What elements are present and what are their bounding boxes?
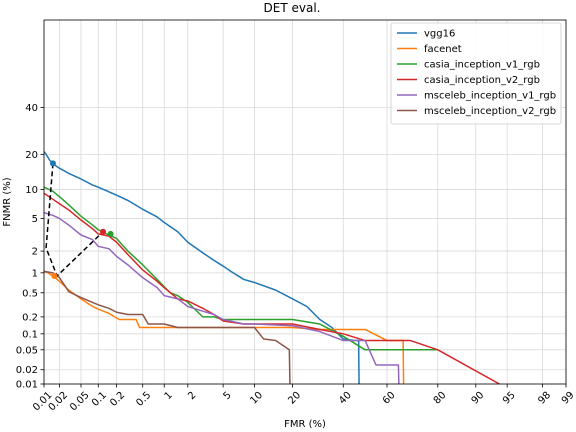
x-tick-label: 90 [470, 390, 487, 407]
series-line-3 [43, 192, 500, 385]
x-tick-label: 10 [248, 390, 265, 407]
x-tick-label: 0.5 [134, 390, 153, 409]
operating-point-marker-2 [107, 230, 114, 237]
y-tick-label: 5 [32, 214, 38, 225]
y-tick-label: 20 [25, 150, 38, 161]
y-axis-label: FNMR (%) [2, 177, 13, 226]
y-tick-label: 0.2 [22, 312, 38, 323]
y-tick-label: 0.5 [22, 288, 38, 299]
x-tick-label: 80 [432, 390, 449, 407]
y-tick-label: 1 [32, 268, 38, 279]
legend-label-1: facenet [424, 44, 462, 55]
plot-area-frame [43, 19, 567, 385]
chart-title: DET eval. [264, 1, 321, 15]
x-tick-label: 99 [560, 390, 576, 407]
legend-label-4: msceleb_inception_v1_rgb [424, 91, 556, 102]
y-tick-label: 0.05 [16, 345, 38, 356]
y-tick-label: 40 [25, 103, 38, 114]
x-tick-label: 0.1 [90, 390, 109, 409]
x-tick-label: 2 [186, 390, 198, 402]
x-tick-label: 20 [286, 390, 303, 407]
series-line-4 [43, 211, 400, 385]
legend-label-3: casia_inception_v2_rgb [424, 75, 540, 86]
x-tick-label: 0.05 [68, 390, 92, 414]
legend-label-2: casia_inception_v1_rgb [424, 60, 540, 71]
operating-point-marker-0 [49, 160, 56, 167]
series-line-2 [43, 186, 438, 351]
x-axis-label: FMR (%) [284, 419, 326, 430]
operating-point-marker-3 [100, 228, 107, 235]
x-tick-label: 95 [501, 390, 518, 407]
dashed-operating-path [45, 163, 111, 278]
series-line-5 [43, 270, 291, 385]
x-tick-label: 40 [337, 390, 354, 407]
operating-point-marker-1 [51, 272, 58, 279]
legend: vgg16 facenet casia_inception_v1_rgb casia_… [390, 22, 562, 125]
x-tick-label: 1 [163, 390, 175, 402]
x-axis-ticks: 0.010.020.050.1 0.2 0.5 1 2 5 10 20 40 60 80 90 95 98… [31, 384, 576, 413]
legend-label-0: vgg16 [424, 29, 455, 40]
y-tick-label: 2 [32, 247, 38, 258]
y-tick-label: 0.02 [16, 365, 38, 376]
x-tick-label: 0.2 [108, 390, 127, 409]
grid [43, 20, 567, 385]
y-tick-label: 0.01 [16, 380, 38, 391]
x-tick-label: 98 [536, 390, 553, 407]
series-lines [43, 151, 500, 385]
legend-label-5: msceleb_inception_v2_rgb [424, 106, 556, 117]
series-line-0 [43, 151, 360, 385]
y-tick-label: 0.1 [22, 329, 38, 340]
y-tick-label: 10 [25, 185, 38, 196]
x-tick-label: 5 [221, 390, 233, 402]
annotations [45, 160, 114, 279]
y-axis-ticks: 0.01 0.02 0.05 0.1 0.2 0.5 1 2 5 10 20 40 [16, 103, 44, 391]
legend-box [390, 22, 562, 125]
x-tick-label: 60 [381, 390, 398, 407]
